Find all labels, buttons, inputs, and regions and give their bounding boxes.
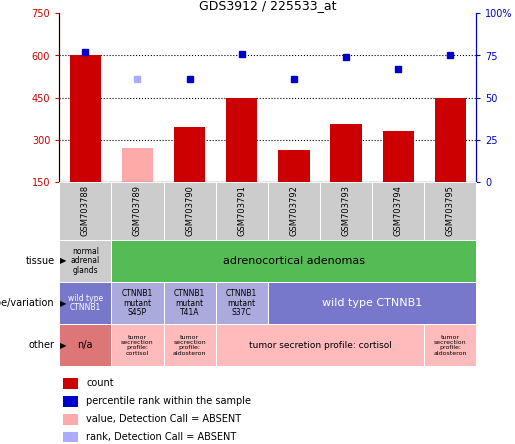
Text: GSM703790: GSM703790 (185, 186, 194, 236)
Bar (163, 282, 216, 324)
Text: normal
adrenal
glands: normal adrenal glands (71, 247, 100, 275)
Text: CTNNB1
mutant
S45P: CTNNB1 mutant S45P (122, 289, 153, 317)
Bar (424, 324, 476, 366)
Bar (63, 432, 78, 442)
Bar (216, 324, 424, 366)
Text: count: count (87, 378, 114, 388)
Bar (59, 324, 111, 366)
Text: n/a: n/a (78, 340, 93, 350)
Bar (268, 182, 320, 240)
Text: CTNNB1
mutant
S37C: CTNNB1 mutant S37C (226, 289, 258, 317)
Text: GSM703791: GSM703791 (237, 186, 246, 236)
Text: tumor
secrection
profile:
aldosteron: tumor secrection profile: aldosteron (173, 335, 207, 356)
Bar (278, 150, 310, 182)
Bar (216, 182, 268, 240)
Bar (268, 282, 476, 324)
Bar (226, 98, 258, 182)
Text: GSM703788: GSM703788 (81, 185, 90, 237)
Text: ▶: ▶ (60, 341, 66, 350)
Text: GSM703792: GSM703792 (289, 186, 298, 236)
Text: CTNNB1
mutant
T41A: CTNNB1 mutant T41A (174, 289, 205, 317)
Bar (111, 324, 163, 366)
Bar (331, 124, 362, 182)
Bar (59, 282, 111, 324)
Bar (163, 182, 216, 240)
Title: GDS3912 / 225533_at: GDS3912 / 225533_at (199, 0, 336, 12)
Bar (111, 282, 163, 324)
Bar (111, 240, 476, 282)
Bar (372, 182, 424, 240)
Bar (59, 182, 111, 240)
Bar (320, 182, 372, 240)
Text: rank, Detection Call = ABSENT: rank, Detection Call = ABSENT (87, 432, 236, 442)
Bar (122, 148, 153, 182)
Bar (59, 240, 111, 282)
Text: tumor
secrection
profile:
aldosteron: tumor secrection profile: aldosteron (434, 335, 467, 356)
Bar (63, 414, 78, 424)
Text: GSM703795: GSM703795 (446, 186, 455, 236)
Text: value, Detection Call = ABSENT: value, Detection Call = ABSENT (87, 414, 242, 424)
Text: tissue: tissue (25, 256, 55, 266)
Bar (70, 56, 101, 182)
Text: percentile rank within the sample: percentile rank within the sample (87, 396, 251, 406)
Text: tumor secretion profile: cortisol: tumor secretion profile: cortisol (249, 341, 391, 350)
Text: GSM703789: GSM703789 (133, 186, 142, 236)
Text: genotype/variation: genotype/variation (0, 298, 55, 308)
Bar (174, 127, 205, 182)
Bar (424, 182, 476, 240)
Text: ▶: ▶ (60, 298, 66, 308)
Text: tumor
secrection
profile:
cortisol: tumor secrection profile: cortisol (121, 335, 154, 356)
Bar (163, 324, 216, 366)
Text: wild type
CTNNB1: wild type CTNNB1 (68, 293, 103, 313)
Bar (435, 98, 466, 182)
Text: ▶: ▶ (60, 256, 66, 266)
Text: wild type CTNNB1: wild type CTNNB1 (322, 298, 422, 308)
Bar (63, 396, 78, 407)
Text: adrenocortical adenomas: adrenocortical adenomas (223, 256, 365, 266)
Bar (111, 182, 163, 240)
Text: other: other (29, 340, 55, 350)
Bar (383, 131, 414, 182)
Bar (216, 282, 268, 324)
Text: GSM703794: GSM703794 (393, 186, 403, 236)
Text: GSM703793: GSM703793 (341, 186, 351, 236)
Bar (63, 378, 78, 389)
